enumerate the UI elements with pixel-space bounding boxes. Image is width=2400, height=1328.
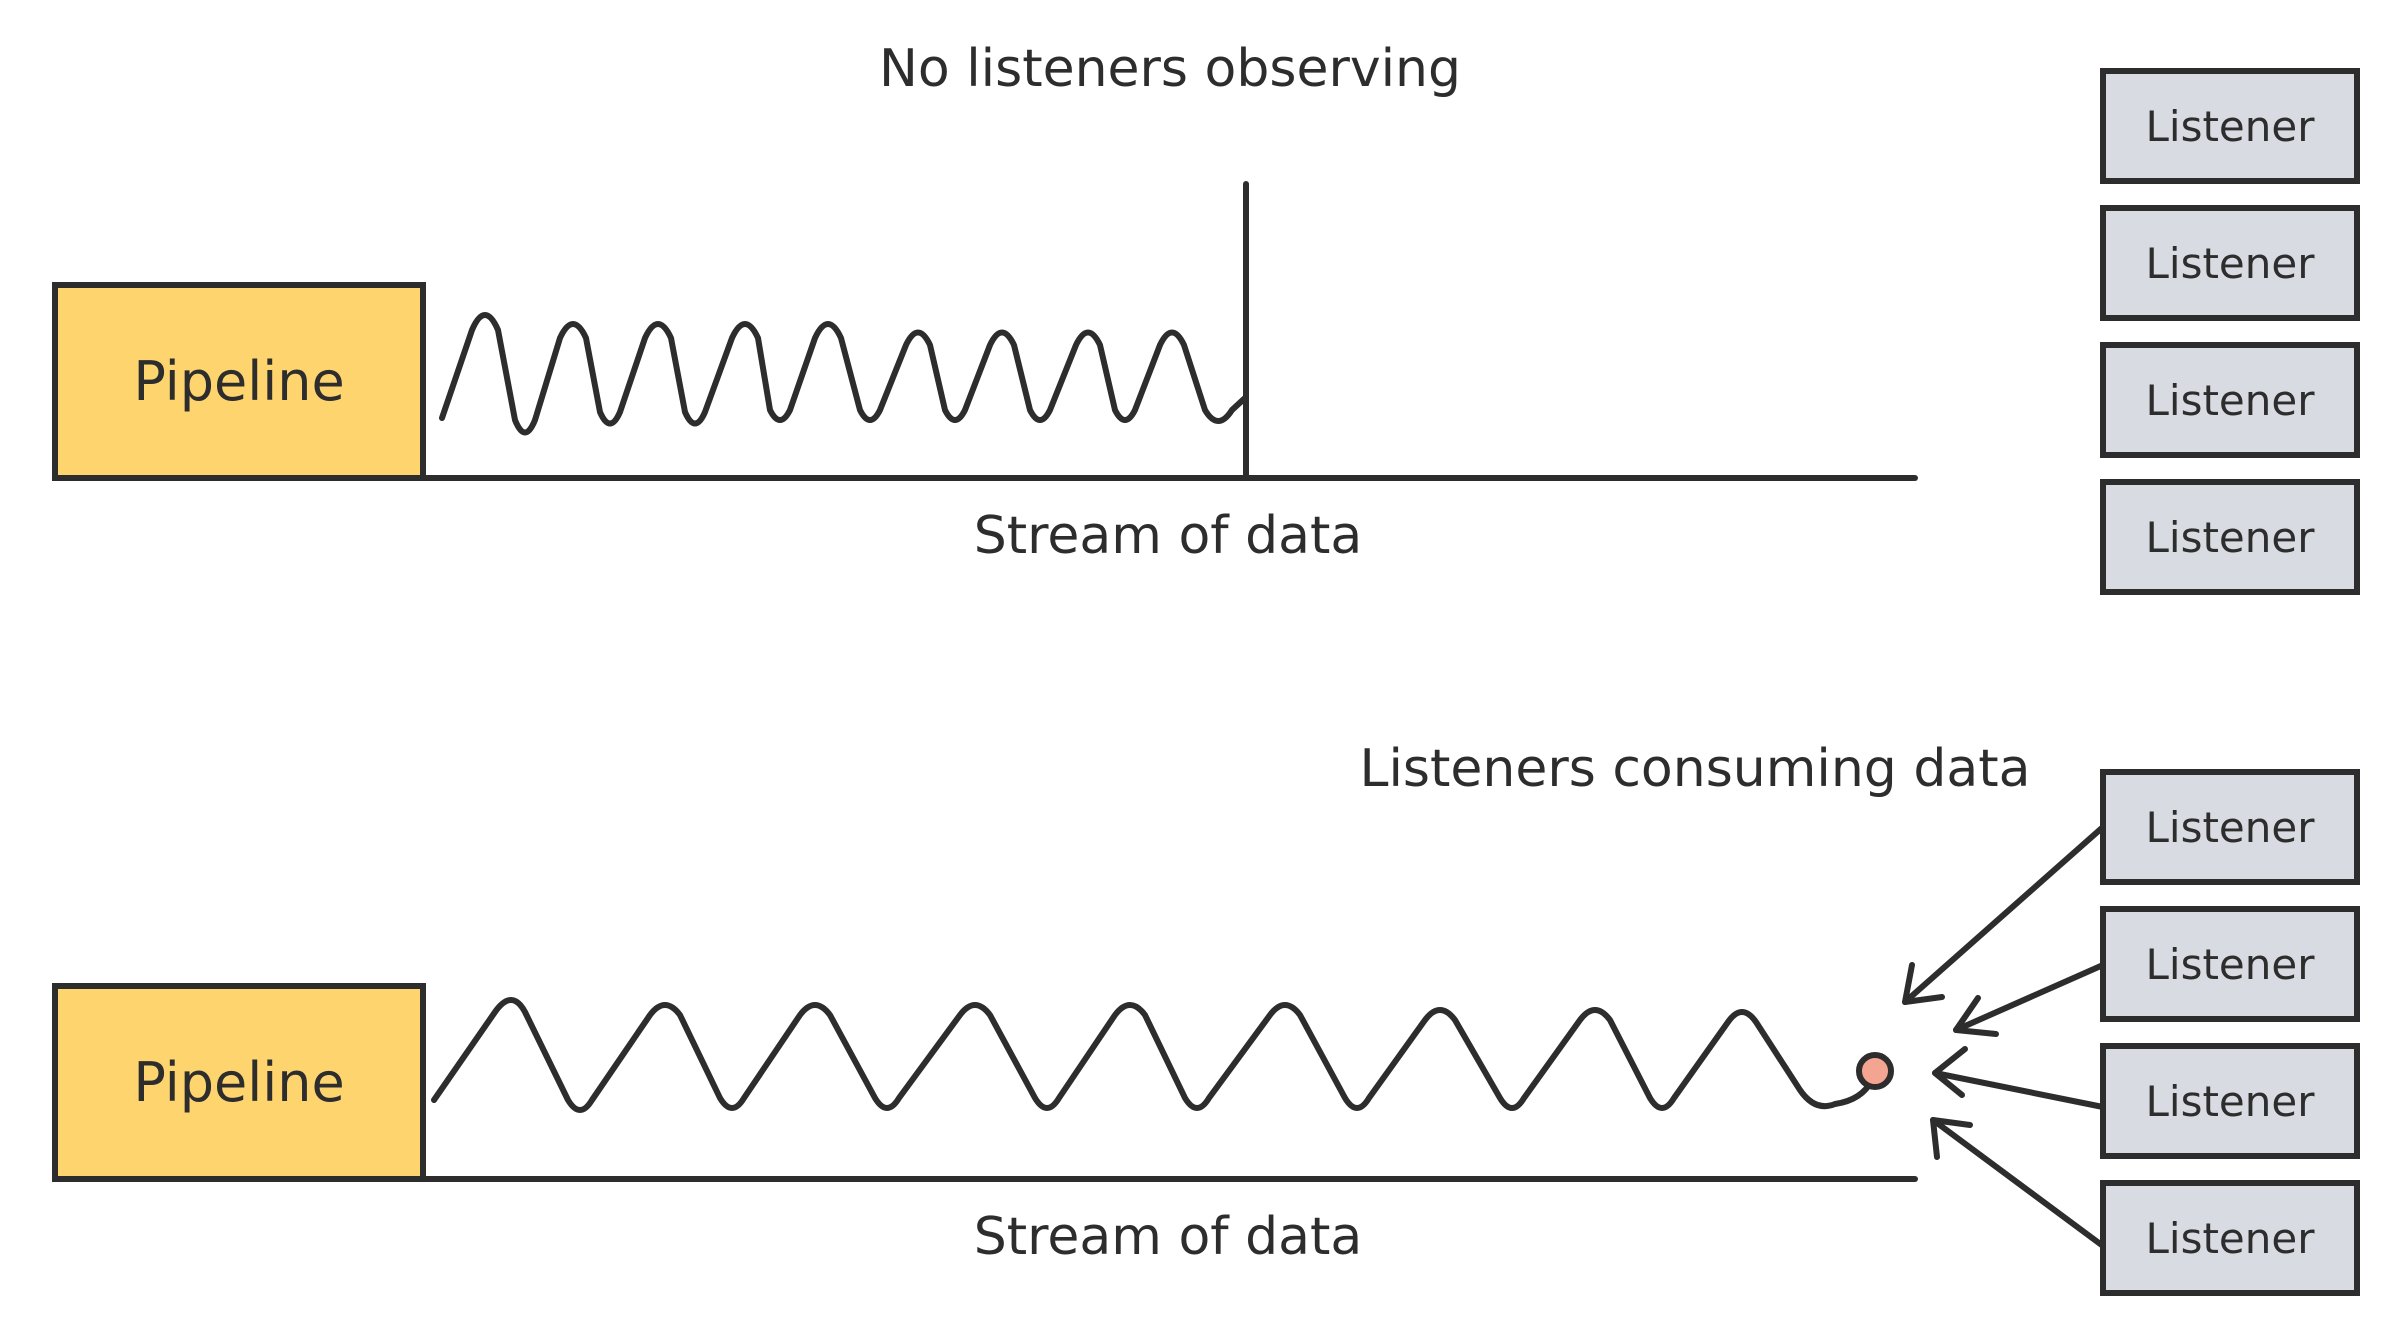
top-data-wave xyxy=(439,312,1248,436)
bottom-listener-4: Listener xyxy=(2100,1180,2360,1296)
bottom-pipeline-box xyxy=(52,983,426,1182)
bottom-pipeline-label: Pipeline xyxy=(133,1051,344,1114)
bottom-listener-2-label: Listener xyxy=(2146,940,2316,989)
consume-arrow-3 xyxy=(1932,1046,2106,1110)
bottom-listener-1-label: Listener xyxy=(2146,803,2316,852)
bottom-title: Listeners consuming data xyxy=(1360,739,2031,799)
top-pipeline-label: Pipeline xyxy=(133,350,344,413)
consume-arrow-2 xyxy=(1953,962,2106,1037)
bottom-listener-1: Listener xyxy=(2100,769,2360,885)
top-listener-3: Listener xyxy=(2100,342,2360,458)
bottom-panel: Listeners consuming data Pipeline Stream… xyxy=(52,739,2360,1296)
top-listener-2: Listener xyxy=(2100,205,2360,321)
bottom-data-wave xyxy=(431,997,1875,1113)
top-listener-2-label: Listener xyxy=(2146,239,2316,288)
consume-arrow-1 xyxy=(1902,824,2106,1005)
top-panel: No listeners observing Pipeline Stream o… xyxy=(52,39,2360,595)
top-listener-4: Listener xyxy=(2100,479,2360,595)
consume-arrow-4 xyxy=(1930,1117,2106,1249)
bottom-listener-4-label: Listener xyxy=(2146,1214,2316,1263)
top-listener-1-label: Listener xyxy=(2146,102,2316,151)
top-listener-1: Listener xyxy=(2100,68,2360,184)
top-stream-label: Stream of data xyxy=(974,506,1362,566)
top-listener-4-label: Listener xyxy=(2146,513,2316,562)
bottom-listener-2: Listener xyxy=(2100,906,2360,1022)
data-point-marker xyxy=(1856,1052,1894,1090)
top-listener-3-label: Listener xyxy=(2146,376,2316,425)
top-pipeline-box xyxy=(52,282,426,481)
bottom-listener-3: Listener xyxy=(2100,1043,2360,1159)
top-title: No listeners observing xyxy=(879,39,1461,99)
bottom-stream-label: Stream of data xyxy=(974,1207,1362,1267)
bottom-listener-3-label: Listener xyxy=(2146,1077,2316,1126)
